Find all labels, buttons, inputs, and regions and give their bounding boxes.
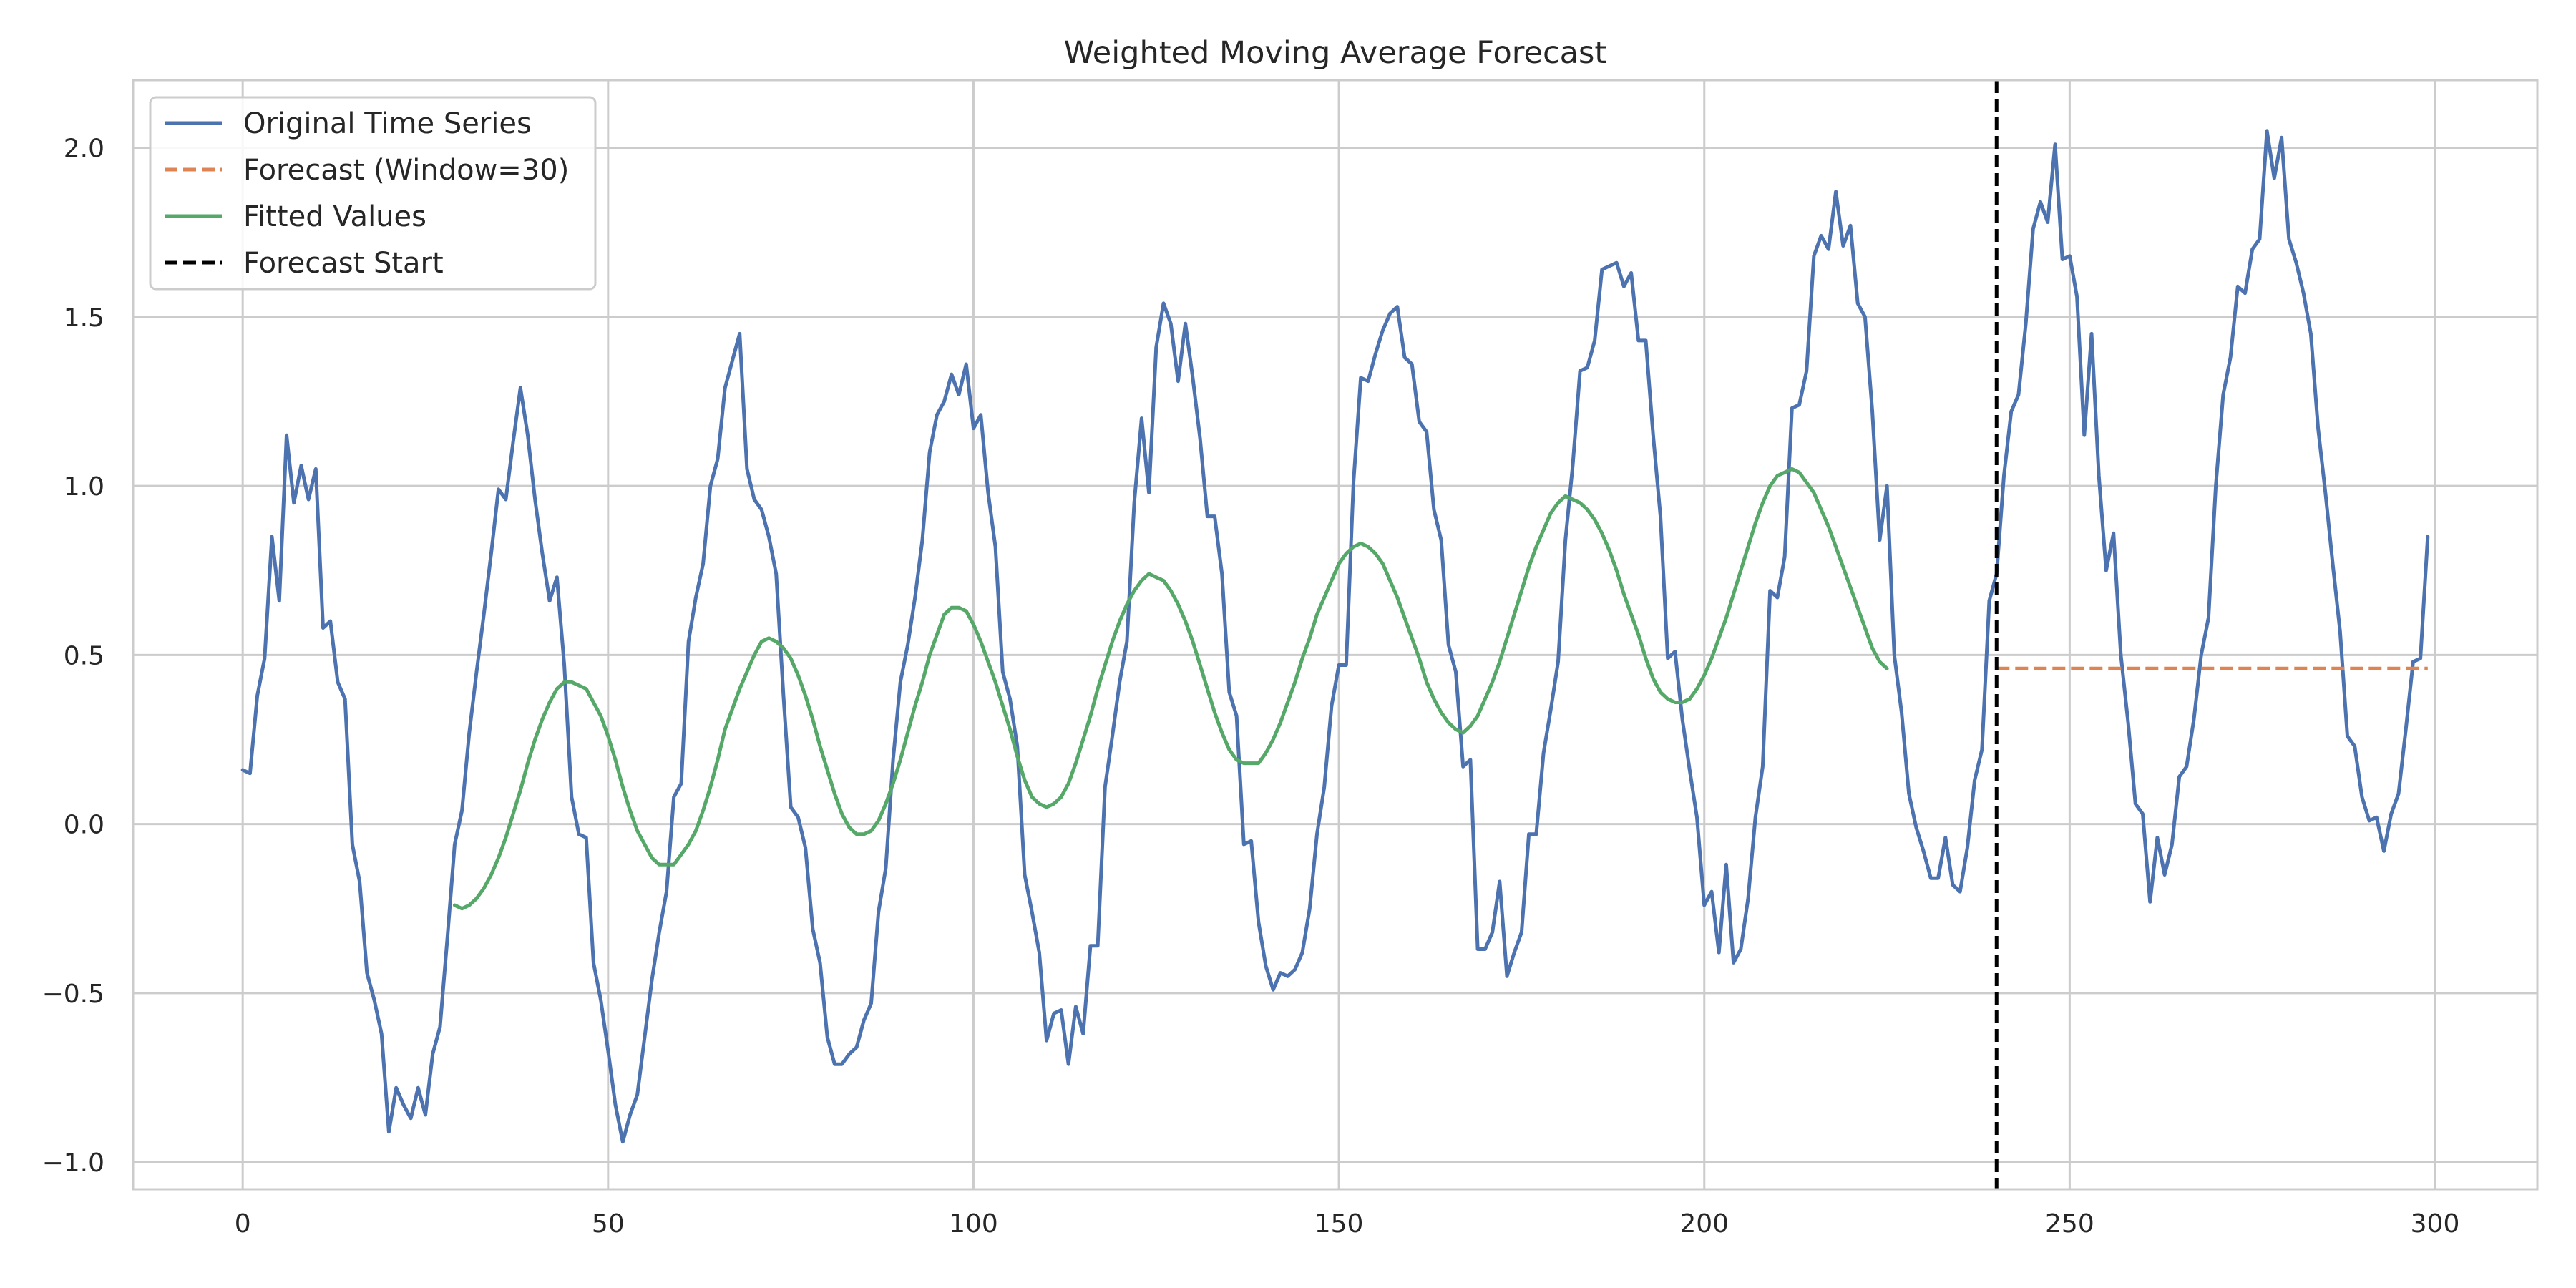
series-layer <box>240 80 2430 1189</box>
x-tick-label: 0 <box>235 1209 251 1239</box>
y-tick-label: −0.5 <box>42 980 104 1009</box>
grid <box>133 80 2537 1189</box>
x-tick-label: 50 <box>592 1209 625 1239</box>
legend-label: Forecast (Window=30) <box>243 154 569 187</box>
y-tick-label: −1.0 <box>42 1148 104 1178</box>
fitted-series-line <box>452 467 1889 911</box>
x-tick-label: 250 <box>2045 1209 2094 1239</box>
x-tick-label: 100 <box>949 1209 998 1239</box>
y-tick-label: 1.0 <box>64 472 104 502</box>
chart-title: Weighted Moving Average Forecast <box>1064 35 1606 71</box>
legend-label: Forecast Start <box>243 247 444 280</box>
x-tick-label: 300 <box>2411 1209 2460 1239</box>
original-series-line <box>240 129 2430 1144</box>
y-tick-label: 1.5 <box>64 303 104 333</box>
y-tick-label: 0.0 <box>64 811 104 840</box>
legend-box <box>149 96 597 291</box>
tick-labels: 0 50 100 150 200 250 300 −1.0 −0.5 0.0 0.5 1.0 1.5 2.… <box>42 135 2460 1239</box>
y-tick-label: 2.0 <box>64 135 104 164</box>
legend-label: Original Time Series <box>243 107 532 140</box>
legend-label: Fitted Values <box>243 200 426 233</box>
y-tick-label: 0.5 <box>64 641 104 670</box>
legend: Original Time Series Forecast (Window=30)… <box>149 96 597 291</box>
x-tick-label: 150 <box>1314 1209 1364 1239</box>
x-tick-label: 200 <box>1679 1209 1729 1239</box>
plot-area-frame <box>132 79 2539 1191</box>
